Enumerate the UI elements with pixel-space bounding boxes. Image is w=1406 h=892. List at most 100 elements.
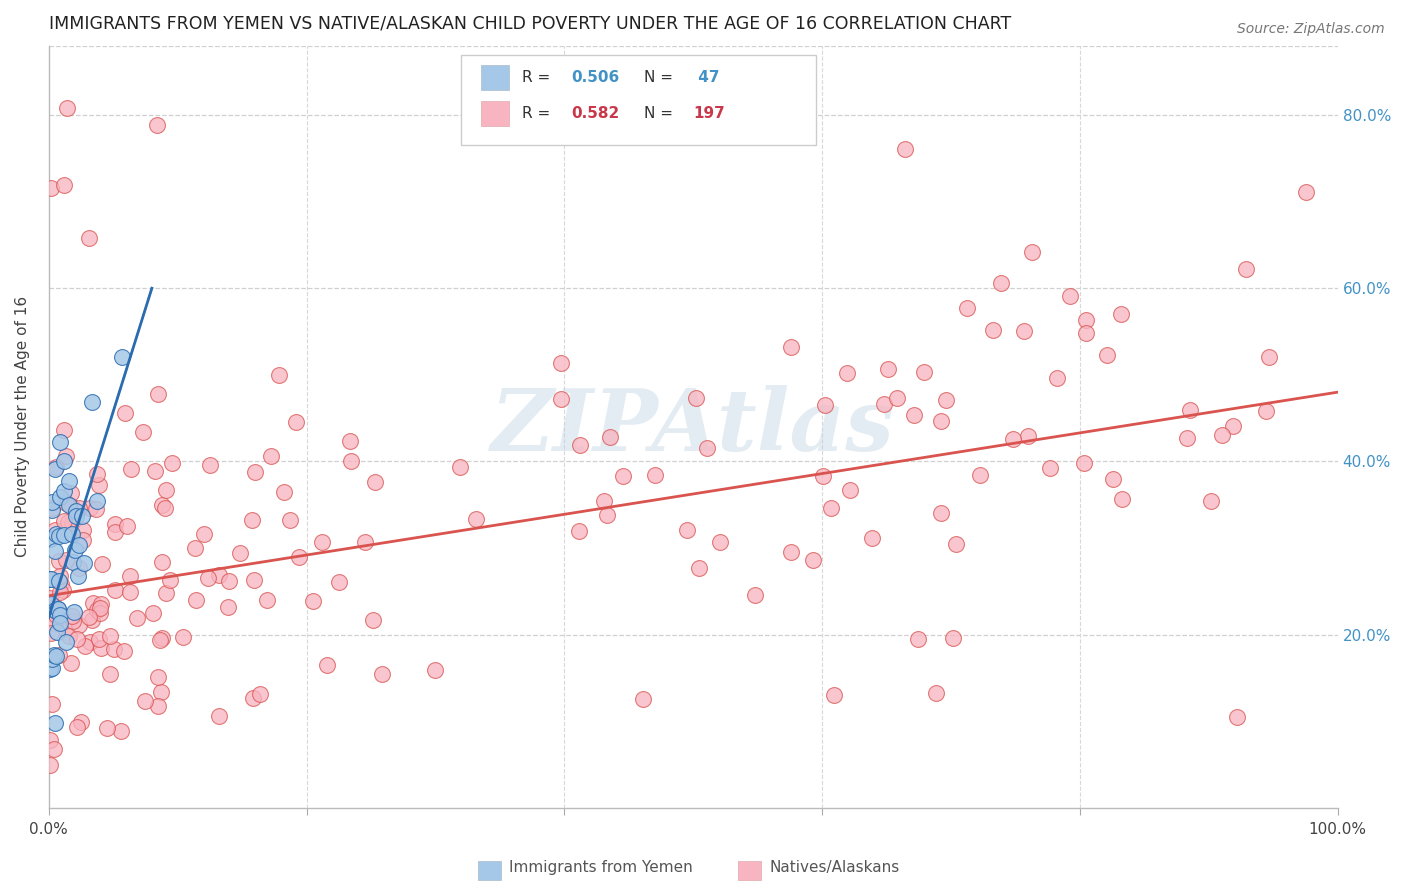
Point [55, 496, 77, 510]
Point [1211, 428, 1233, 442]
Point [260, 449, 283, 463]
Text: IMMIGRANTS FROM YEMEN VS NATIVE/ALASKAN CHILD POVERTY UNDER THE AGE OF 16 CORREL: IMMIGRANTS FROM YEMEN VS NATIVE/ALASKAN … [49, 15, 1011, 33]
Point [835, 366, 858, 380]
Point [84, 501, 107, 516]
Text: N =: N = [644, 106, 678, 121]
Point [44, 600, 66, 615]
Point [45, 607, 67, 622]
Point [208, 709, 231, 723]
Point [912, 365, 935, 379]
Point [39, 597, 62, 611]
Point [284, 415, 307, 429]
Point [49, 435, 72, 450]
Point [200, 458, 222, 472]
Point [67, 538, 90, 552]
Point [155, 483, 177, 497]
Point [550, 392, 572, 406]
Point [243, 574, 266, 588]
Point [73, 556, 96, 570]
Point [72, 524, 94, 538]
Point [820, 500, 842, 515]
Point [67, 561, 90, 575]
Point [877, 362, 900, 376]
Point [465, 512, 488, 526]
Point [1002, 432, 1025, 446]
Point [929, 414, 952, 428]
Point [1014, 324, 1036, 338]
Point [80, 613, 103, 627]
Point [256, 593, 278, 607]
Bar [481, 65, 509, 90]
Point [48, 554, 70, 568]
Text: Natives/Alaskans: Natives/Alaskans [769, 860, 900, 874]
Point [45, 460, 67, 475]
Point [1102, 472, 1125, 486]
Point [38, 572, 60, 586]
Point [111, 350, 134, 364]
Point [60, 657, 83, 671]
Point [1254, 403, 1277, 417]
Point [184, 541, 207, 555]
Point [1073, 456, 1095, 470]
Point [41, 495, 63, 509]
Point [110, 724, 132, 739]
Text: Source: ZipAtlas.com: Source: ZipAtlas.com [1237, 22, 1385, 37]
Point [361, 613, 384, 627]
Point [114, 643, 136, 657]
Point [143, 464, 166, 478]
Point [340, 454, 363, 468]
Point [46, 624, 69, 639]
Point [63, 605, 86, 619]
Point [48, 574, 70, 589]
Point [1175, 431, 1198, 445]
Point [150, 499, 173, 513]
Point [1017, 429, 1039, 443]
Point [243, 465, 266, 479]
Point [90, 640, 112, 655]
Point [39, 181, 62, 195]
Point [66, 632, 89, 646]
Point [193, 527, 215, 541]
Point [38, 572, 60, 586]
Text: 197: 197 [693, 106, 725, 121]
Point [46, 602, 69, 616]
Point [685, 391, 707, 405]
Point [98, 667, 121, 681]
Point [58, 630, 80, 644]
Point [146, 698, 169, 713]
Point [96, 721, 118, 735]
Point [1258, 351, 1281, 365]
Point [39, 532, 62, 546]
Point [67, 501, 90, 516]
Point [696, 441, 718, 455]
Point [41, 501, 63, 516]
Point [60, 527, 83, 541]
Point [779, 340, 801, 354]
FancyBboxPatch shape [461, 54, 815, 145]
Point [55, 101, 77, 115]
Point [744, 588, 766, 602]
Point [58, 498, 80, 512]
Point [1076, 326, 1098, 340]
Point [371, 666, 394, 681]
Point [814, 398, 837, 412]
Point [46, 602, 69, 616]
Point [65, 503, 87, 517]
Point [48, 648, 70, 662]
Point [49, 490, 72, 504]
Point [70, 714, 93, 729]
Point [86, 603, 108, 617]
Point [159, 573, 181, 587]
Point [134, 694, 156, 708]
Point [127, 611, 149, 625]
Point [186, 592, 208, 607]
Point [278, 513, 301, 527]
Point [550, 356, 572, 370]
Point [49, 615, 72, 630]
Point [945, 537, 967, 551]
Point [45, 527, 67, 541]
Point [75, 639, 97, 653]
Text: N =: N = [644, 70, 678, 85]
Text: Immigrants from Yemen: Immigrants from Yemen [509, 860, 693, 874]
Point [301, 594, 323, 608]
